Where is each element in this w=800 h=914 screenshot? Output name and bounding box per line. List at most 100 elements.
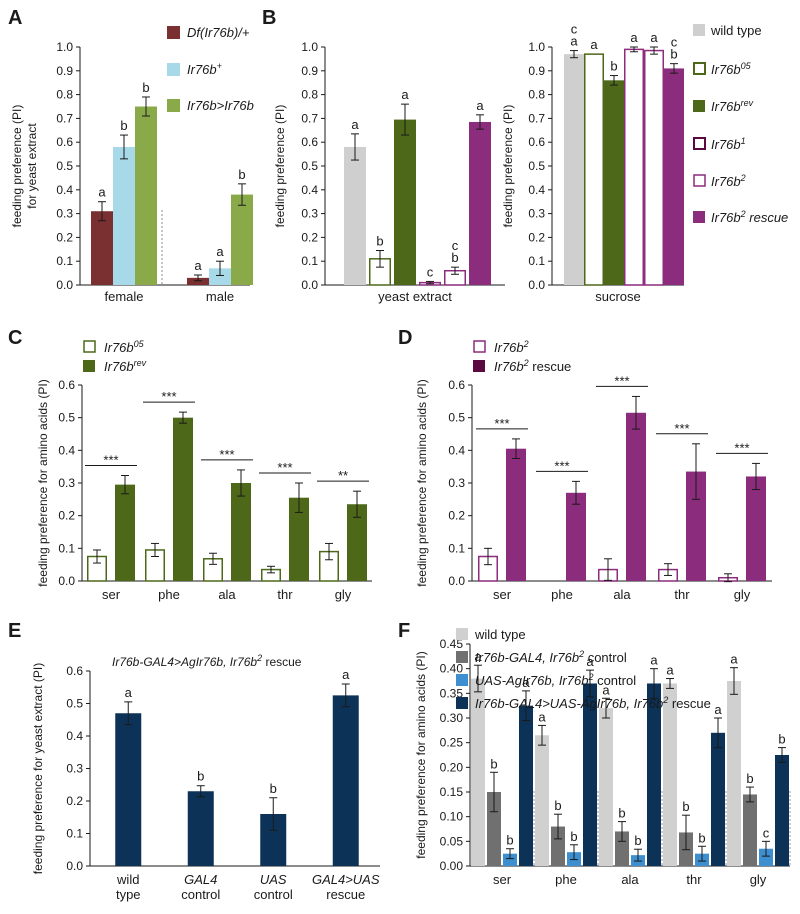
b2-bar	[664, 68, 684, 285]
f-bar	[503, 853, 517, 866]
d-category-label: phe	[551, 587, 573, 602]
d-significance-stars: ***	[674, 421, 689, 436]
b1-y-axis-title: feeding preference (PI)	[273, 105, 287, 228]
e-ytick-label: 0.6	[66, 664, 83, 678]
b2-bar	[624, 48, 644, 286]
b2-significance-letter: a	[630, 30, 638, 45]
b2-y-axis-title: feeding preference (PI)	[501, 105, 515, 228]
legend-swatch-ir76b1	[693, 137, 706, 150]
f-significance-letter: a	[538, 709, 546, 724]
legend-label-ir76b1: Ir76b1	[711, 136, 746, 152]
f-significance-letter: b	[490, 756, 497, 771]
d-bar	[566, 492, 586, 581]
b1-ytick-label: 0.3	[301, 207, 318, 221]
f-ytick-label: 0.00	[440, 859, 464, 873]
panel-label-a: A	[8, 7, 22, 29]
f-bar	[615, 831, 629, 866]
b1-bar	[344, 146, 366, 285]
chart-e: 0.0 0.1 0.2 0.3 0.4 0.5 0.6 feeding preference …	[31, 663, 380, 902]
d-category-label: thr	[674, 587, 690, 602]
e-ytick-label: 0.2	[66, 794, 83, 808]
legend-b: wild type Ir76b05 Ir76brev Ir76b1 Ir76b2…	[693, 23, 788, 225]
d-ytick-label: 0.4	[448, 443, 465, 457]
b2-ytick-label: 0.3	[528, 207, 545, 221]
b2-ytick-label: 0.5	[528, 159, 545, 173]
legend-swatch-rescue	[167, 99, 180, 112]
e-category-label: UAS	[260, 872, 287, 887]
c-significance-stars: ***	[277, 460, 292, 475]
a-significance-letter: b	[120, 118, 127, 133]
d-significance-stars: ***	[494, 416, 509, 431]
c-ytick-label: 0.4	[58, 443, 75, 457]
b2-bar	[644, 49, 664, 286]
a-significance-letter: a	[194, 258, 202, 273]
chart-b-sucrose: 0.0 0.1 0.2 0.3 0.4 0.5 0.6 0.7 0.8 0.9 1.0 feeding…	[501, 22, 684, 304]
c-category-label: ser	[102, 587, 121, 602]
f-significance-letter: b	[746, 771, 753, 786]
d-category-label: gly	[734, 587, 751, 602]
b1-ytick-label: 0.2	[301, 230, 318, 244]
legend-swatch-ir76b2-rescue	[693, 211, 705, 223]
a-ytick-label: 0.2	[56, 230, 73, 244]
f-bar	[775, 755, 789, 866]
d-ytick-label: 0.0	[448, 574, 465, 588]
legend-swatch-c-ir76b05	[83, 340, 96, 353]
legend-label-ir76b05: Ir76b05	[711, 61, 752, 77]
panel-label-b: B	[262, 7, 276, 29]
a-significance-letter: b	[142, 80, 149, 95]
f-y-axis-title: feeding preference for amino acids (PI)	[414, 651, 428, 858]
b2-significance-letter: a	[590, 37, 598, 52]
d-bar	[626, 412, 646, 581]
b1-category-label: yeast extract	[378, 289, 452, 304]
c-ytick-label: 0.3	[58, 476, 75, 490]
b1-significance-letter: a	[401, 87, 409, 102]
c-category-label: thr	[277, 587, 293, 602]
legend-a: Df(Ir76b)/+ Ir76b+ Ir76b>Ir76b	[167, 25, 254, 113]
a-ytick-label: 1.0	[56, 40, 73, 54]
f-category-label: ser	[493, 872, 512, 887]
f-significance-letter: a	[602, 682, 610, 697]
f-significance-letter: b	[634, 833, 641, 848]
legend-label-c-ir76b05: Ir76b05	[104, 339, 145, 355]
legend-label-d-ir76b2: Ir76b2	[494, 339, 529, 355]
c-y-axis-title: feeding preference for amino acids (PI)	[36, 379, 50, 586]
a-ytick-label: 0.3	[56, 207, 73, 221]
b1-ytick-label: 0.4	[301, 183, 318, 197]
b1-significance-letter: a	[351, 117, 359, 132]
f-ytick-label: 0.25	[440, 736, 464, 750]
d-bar	[746, 476, 766, 581]
legend-swatch-d-rescue	[473, 360, 485, 372]
f-significance-letter: a	[730, 652, 738, 667]
legend-swatch-f-uas	[456, 674, 468, 686]
c-category-label: gly	[335, 587, 352, 602]
legend-swatch-ir76b2	[693, 174, 706, 187]
e-significance-letter: b	[197, 769, 204, 784]
chart-b-yeast: 0.0 0.1 0.2 0.3 0.4 0.5 0.6 0.7 0.8 0.9 1.0 feeding…	[273, 40, 505, 304]
f-ytick-label: 0.15	[440, 785, 464, 799]
d-ytick-label: 0.3	[448, 476, 465, 490]
legend-label-ir76b2-rescue: Ir76b2 rescue	[711, 209, 788, 225]
legend-label-f-rescue: Ir76b-GAL4>UAS-AgIr76b, Ir76b2 rescue	[475, 695, 711, 711]
c-category-label: phe	[158, 587, 180, 602]
f-significance-letter: a	[586, 654, 594, 669]
f-bar	[663, 683, 677, 866]
b2-significance-letter: c	[671, 35, 678, 50]
b2-significance-letter: a	[650, 30, 658, 45]
f-ytick-label: 0.05	[440, 834, 464, 848]
f-significance-letter: a	[666, 663, 674, 678]
e-bar	[115, 713, 142, 866]
f-category-label: phe	[555, 872, 577, 887]
f-significance-letter: b	[570, 829, 577, 844]
b1-significance-letter: c	[452, 238, 459, 253]
a-bar	[187, 277, 209, 285]
d-significance-stars: ***	[614, 373, 629, 388]
f-ytick-label: 0.40	[440, 662, 464, 676]
a-bar	[231, 194, 253, 285]
e-significance-letter: b	[270, 781, 277, 796]
f-ytick-label: 0.45	[440, 637, 464, 651]
b1-ytick-label: 0.7	[301, 111, 318, 125]
d-significance-stars: ***	[554, 458, 569, 473]
legend-label-c-ir76brev: Ir76brev	[104, 358, 147, 374]
b2-ytick-label: 0.1	[528, 254, 545, 268]
b1-ytick-label: 1.0	[301, 40, 318, 54]
